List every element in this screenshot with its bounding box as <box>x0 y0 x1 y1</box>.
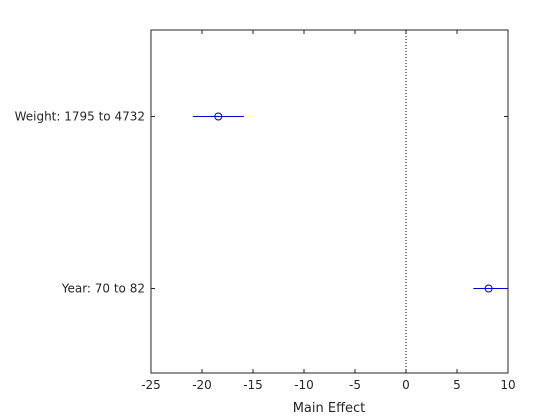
effect-marks <box>192 112 508 293</box>
x-tick-label: -20 <box>192 378 212 392</box>
effect-point <box>214 112 223 121</box>
y-category-label: Year: 70 to 82 <box>61 282 145 296</box>
x-axis-ticks: -25 -20 -15 -10 -5 0 5 10 <box>141 30 516 392</box>
x-tick-label: -25 <box>141 378 161 392</box>
plot-area <box>150 29 509 374</box>
x-axis-title: Main Effect <box>293 401 366 416</box>
x-tick-label: -5 <box>349 378 361 392</box>
x-tick-label: 10 <box>500 378 515 392</box>
x-tick-label: -10 <box>294 378 314 392</box>
y-axis-ticks: Weight: 1795 to 4732 Year: 70 to 82 <box>15 110 508 296</box>
x-tick-label: 0 <box>402 378 410 392</box>
effect-point <box>484 284 493 293</box>
x-tick-label: -15 <box>243 378 263 392</box>
y-category-label: Weight: 1795 to 4732 <box>15 110 145 124</box>
x-tick-label: 5 <box>453 378 461 392</box>
